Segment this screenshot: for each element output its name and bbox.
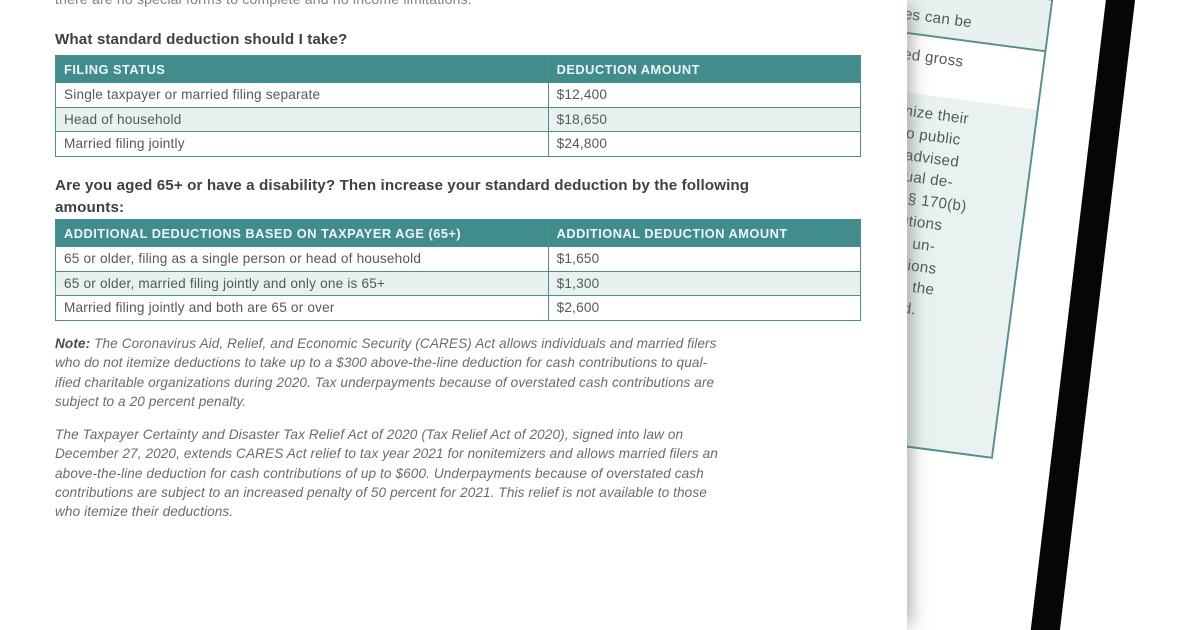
table-row: Married filing jointly $24,800 bbox=[55, 131, 862, 157]
question-heading-standard-deduction: What standard deduction should I take? bbox=[55, 31, 348, 48]
age-condition-cell: 65 or older, filing as a single person o… bbox=[55, 246, 549, 272]
table-row: Head of household $18,650 bbox=[55, 106, 862, 132]
table-row: 65 or older, filing as a single person o… bbox=[55, 246, 862, 272]
table-header-row: ADDITIONAL DEDUCTIONS BASED ON TAXPAYER … bbox=[55, 219, 862, 247]
column-header-additional-amount: ADDITIONAL DEDUCTION AMOUNT bbox=[547, 219, 862, 247]
filing-status-cell: Head of household bbox=[55, 106, 549, 132]
table-row: 65 or older, married filing jointly and … bbox=[55, 270, 862, 296]
additional-deduction-table: ADDITIONAL DEDUCTIONS BASED ON TAXPAYER … bbox=[55, 219, 862, 321]
deduction-amount-cell: $12,400 bbox=[547, 82, 862, 108]
additional-amount-cell: $1,300 bbox=[547, 270, 862, 296]
cares-act-note: Note: The Coronavirus Aid, Relief, and E… bbox=[55, 334, 870, 411]
column-header-additional-deductions: ADDITIONAL DEDUCTIONS BASED ON TAXPAYER … bbox=[55, 219, 549, 247]
document-page: there are no special forms to complete a… bbox=[55, 0, 870, 520]
additional-amount-cell: $1,650 bbox=[547, 246, 862, 272]
age-condition-cell: 65 or older, married filing jointly and … bbox=[55, 270, 549, 296]
tax-relief-act-paragraph: The Taxpayer Certainty and Disaster Tax … bbox=[55, 427, 718, 520]
note-label: Note: bbox=[55, 336, 91, 351]
column-header-deduction-amount: DEDUCTION AMOUNT bbox=[547, 55, 862, 83]
deduction-amount-cell: $18,650 bbox=[547, 106, 862, 132]
deduction-amount-cell: $24,800 bbox=[547, 131, 862, 157]
top-cut-text: there are no special forms to complete a… bbox=[55, 0, 472, 7]
age-condition-cell: Married filing jointly and both are 65 o… bbox=[55, 295, 549, 321]
additional-amount-cell: $2,600 bbox=[547, 295, 862, 321]
filing-status-cell: Single taxpayer or married filing separa… bbox=[55, 82, 549, 108]
table-header-row: FILING STATUS DEDUCTION AMOUNT bbox=[55, 55, 862, 83]
standard-deduction-table: FILING STATUS DEDUCTION AMOUNT Single ta… bbox=[55, 55, 862, 157]
filing-status-cell: Married filing jointly bbox=[55, 131, 549, 157]
page-edge-black-bar bbox=[1025, 0, 1137, 630]
table-row: Married filing jointly and both are 65 o… bbox=[55, 295, 862, 321]
table-row: Single taxpayer or married filing separa… bbox=[55, 82, 862, 108]
column-header-filing-status: FILING STATUS bbox=[55, 55, 549, 83]
question-heading-additional-deduction: Are you aged 65+ or have a disability? T… bbox=[55, 177, 750, 216]
note-body: The Coronavirus Aid, Relief, and Economi… bbox=[55, 336, 717, 409]
